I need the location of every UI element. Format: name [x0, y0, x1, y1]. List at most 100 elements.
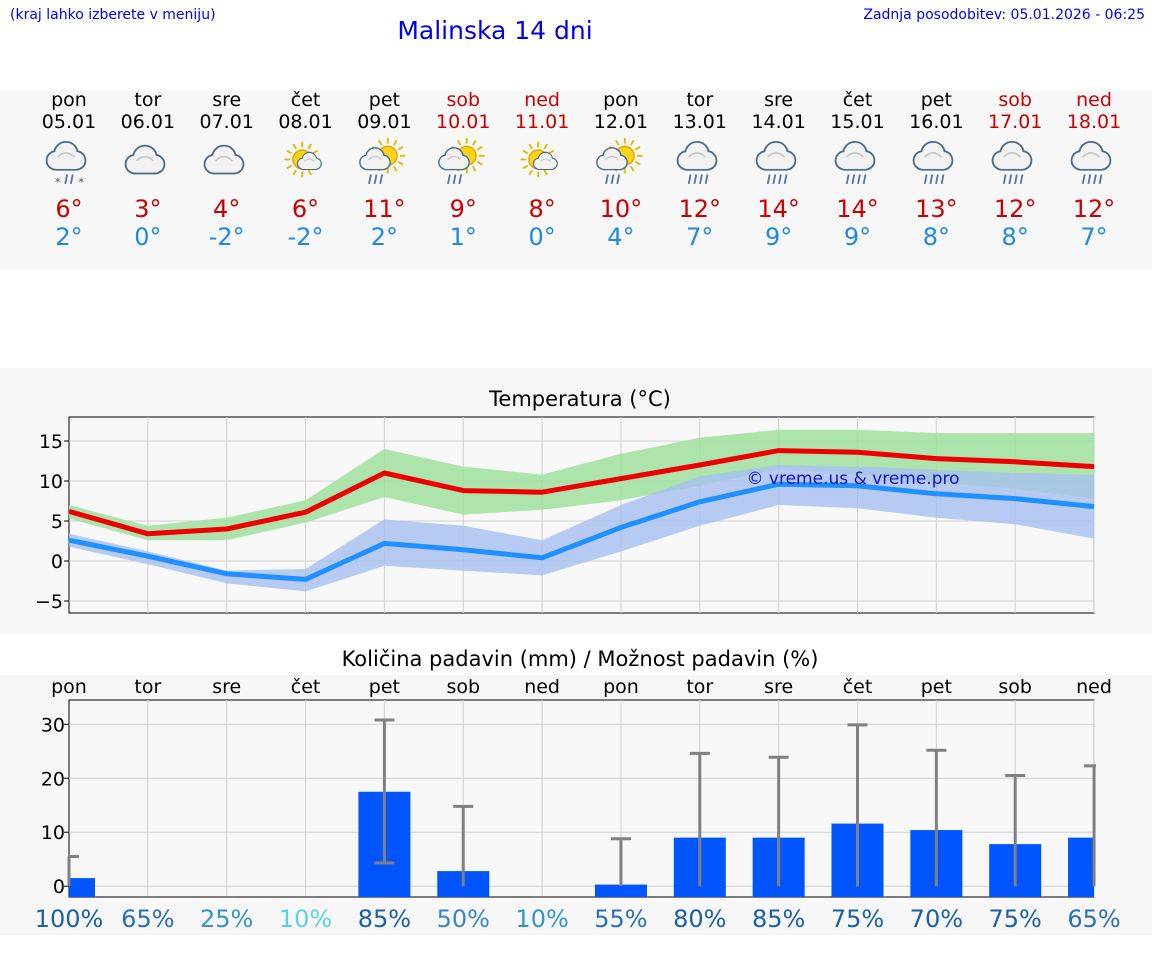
max-temperature: 14°	[757, 195, 800, 223]
daily-forecast-panel	[0, 90, 1152, 270]
cloud-rain-icon	[1070, 140, 1112, 185]
min-temperature: 9°	[765, 223, 793, 251]
precipitation-chart: pon tor sre čet pet sob ned pon tor sre čet pet sob n…	[35, 676, 1121, 933]
sun-cloud-icon	[283, 141, 322, 178]
temperature-chart-title: Temperatura (°C)	[489, 387, 671, 411]
y-tick-label: −5	[35, 591, 63, 613]
day-date: 07.01	[199, 111, 254, 133]
day-column: ned 18.01 12° 7°	[1054, 89, 1134, 251]
precipitation-probability: 75%	[831, 905, 884, 933]
day-column: pet 09.01 11° 2°	[344, 89, 424, 251]
min-temperature: 2°	[370, 223, 399, 251]
city-note[interactable]: (kraj lahko izberete v meniju)	[10, 7, 216, 23]
day-column: sre 07.01 4° -2°	[187, 89, 267, 251]
day-name: čet	[290, 89, 321, 111]
y-tick-label: 10	[39, 471, 63, 493]
max-temperature: 12°	[993, 195, 1037, 223]
day-column: čet 08.01 6° -2°	[266, 89, 346, 251]
precipitation-probability: 75%	[989, 905, 1042, 933]
y-tick-label: 0	[51, 551, 63, 573]
x-day-label: čet	[291, 676, 321, 698]
x-day-label: pet	[921, 676, 952, 698]
min-range-band	[69, 465, 1095, 592]
day-date: 10.01	[436, 111, 491, 133]
day-date: 14.01	[751, 111, 806, 133]
day-date: 17.01	[987, 111, 1043, 133]
day-column: tor 06.01 3° 0°	[108, 89, 188, 251]
max-temperature: 9°	[449, 195, 477, 223]
day-name: sre	[764, 89, 794, 111]
day-name: čet	[842, 89, 873, 111]
x-day-label: ned	[524, 676, 560, 698]
sun-rain-icon	[438, 137, 485, 185]
min-temperature: -2°	[208, 223, 245, 251]
min-temperature: -2°	[287, 223, 324, 251]
x-day-label: sob	[998, 676, 1032, 698]
x-day-label: ned	[1076, 676, 1112, 698]
x-day-label: pon	[603, 676, 639, 698]
day-name: pon	[603, 89, 639, 111]
min-temperature: 4°	[607, 223, 635, 251]
day-column: sob 10.01 9° 1°	[423, 89, 503, 251]
precipitation-probability: 65%	[121, 905, 174, 933]
x-day-label: pon	[51, 676, 87, 698]
precipitation-probability: 10%	[279, 905, 332, 933]
y-tick-label: 30	[41, 714, 65, 736]
cloudy-icon	[124, 144, 166, 175]
day-name: ned	[524, 89, 560, 111]
min-temperature-line	[68, 481, 1095, 582]
precipitation-probability: 25%	[200, 905, 253, 933]
day-date: 11.01	[514, 111, 570, 133]
y-tick-label: 0	[53, 876, 65, 898]
max-temperature: 6°	[291, 195, 320, 223]
day-column: pet 16.01 13° 8°	[896, 89, 976, 251]
max-temperature-line	[68, 448, 1095, 537]
day-name: tor	[686, 89, 714, 111]
precipitation-probability: 65%	[1067, 905, 1120, 933]
day-date: 18.01	[1066, 111, 1122, 133]
precipitation-bar	[1068, 837, 1094, 897]
min-temperature: 8°	[922, 223, 950, 251]
cloudy-icon	[203, 144, 245, 175]
day-name: tor	[134, 89, 162, 111]
day-date: 09.01	[357, 111, 412, 133]
x-day-label: čet	[843, 676, 873, 698]
sun-rain-icon	[359, 137, 406, 185]
day-column: pon 12.01 10° 4°	[581, 89, 661, 251]
precipitation-probability: 85%	[752, 905, 805, 933]
y-tick-label: 5	[51, 511, 63, 533]
precipitation-chart-title: Količina padavin (mm) / Možnost padavin …	[341, 647, 819, 671]
day-date: 16.01	[909, 111, 964, 133]
day-column: tor 13.01 12° 7°	[660, 89, 740, 251]
day-date: 15.01	[830, 111, 885, 133]
day-date: 05.01	[41, 111, 97, 133]
svg-text:*: *	[55, 176, 61, 189]
day-name: pon	[51, 89, 87, 111]
x-day-label: sre	[212, 676, 241, 698]
max-temperature: 3°	[134, 195, 162, 223]
precipitation-bar	[69, 878, 95, 897]
cloud-rain-icon	[676, 140, 718, 185]
x-day-label: pet	[369, 676, 400, 698]
day-name: ned	[1076, 89, 1112, 111]
precipitation-probability: 80%	[673, 905, 726, 933]
day-date: 08.01	[278, 111, 333, 133]
day-name: sob	[446, 89, 481, 111]
max-temperature: 4°	[213, 195, 241, 223]
max-temperature: 12°	[1072, 195, 1116, 223]
min-temperature: 2°	[55, 223, 83, 251]
precipitation-probability: 85%	[358, 905, 411, 933]
day-column: pon 05.01 * * 6° 2°	[29, 89, 109, 251]
precipitation-probability: 70%	[910, 905, 963, 933]
min-temperature: 7°	[1080, 223, 1108, 251]
day-name: sob	[998, 89, 1032, 111]
day-name: pet	[920, 89, 952, 111]
cloud-sleet-icon: * *	[45, 140, 87, 189]
day-date: 06.01	[120, 111, 176, 133]
day-name: sre	[212, 89, 242, 111]
min-temperature: 9°	[843, 223, 872, 251]
y-tick-label: 10	[41, 822, 65, 844]
precipitation-bar	[594, 884, 647, 897]
cloud-rain-icon	[834, 140, 875, 185]
max-temperature: 13°	[915, 195, 958, 223]
